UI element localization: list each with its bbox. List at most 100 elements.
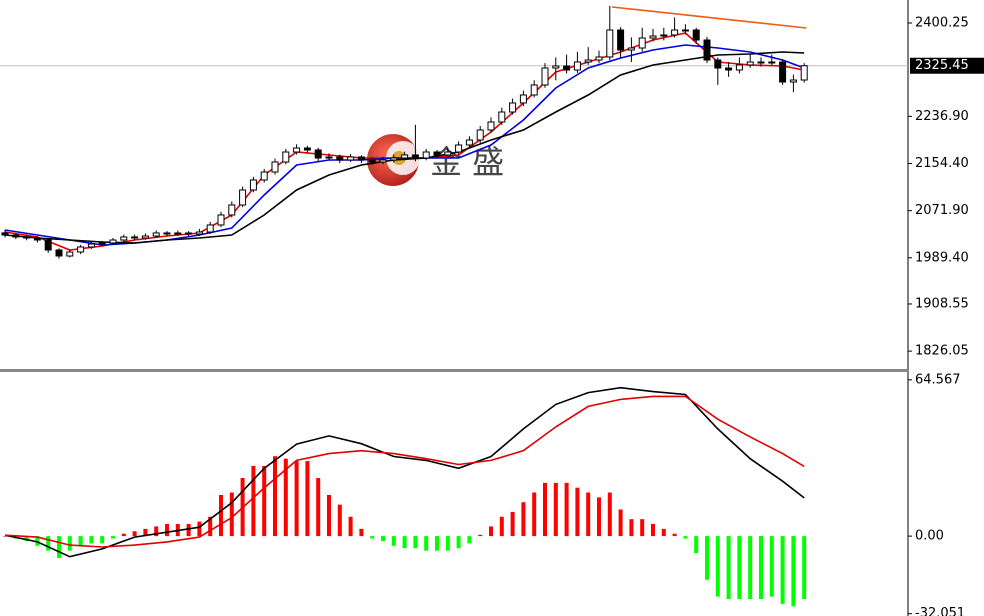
- macd-bar: [553, 482, 558, 537]
- candle-body: [282, 151, 290, 163]
- macd-bar: [478, 534, 483, 537]
- macd-bar: [715, 536, 720, 597]
- macd-bar: [35, 536, 40, 546]
- candle-body: [401, 154, 409, 159]
- macd-bar: [78, 536, 83, 546]
- candle-body: [487, 121, 495, 131]
- candle-body: [692, 29, 700, 41]
- candle-body: [336, 156, 344, 161]
- macd-bar: [748, 536, 753, 600]
- macd-bar: [165, 524, 169, 537]
- candle-body: [509, 102, 517, 113]
- y-tick-label: -32.051: [915, 606, 965, 616]
- candle-body: [757, 61, 765, 64]
- candle-body: [174, 232, 182, 235]
- macd-bar: [154, 526, 159, 537]
- candle-body: [293, 147, 301, 153]
- macd-bar: [456, 536, 461, 549]
- candle-body: [714, 59, 722, 69]
- indicator-line: [4, 386, 805, 558]
- macd-bar: [737, 536, 742, 600]
- macd-bar: [111, 536, 115, 539]
- macd-bar: [121, 533, 126, 537]
- indicator-line: [611, 6, 807, 29]
- macd-bar: [672, 533, 677, 537]
- candle-body: [206, 224, 214, 233]
- macd-bar: [499, 516, 504, 537]
- macd-bar: [607, 492, 612, 537]
- indicator-line: [4, 395, 805, 548]
- candle-body: [325, 156, 333, 159]
- candle-body: [541, 67, 549, 86]
- macd-bar: [143, 528, 148, 537]
- candle-body: [735, 64, 743, 71]
- macd-bar: [424, 536, 429, 551]
- macd-bar: [532, 492, 537, 537]
- candle-body: [141, 235, 149, 239]
- macd-bar: [273, 456, 277, 537]
- candle-body: [357, 156, 365, 161]
- candle-body: [152, 232, 160, 237]
- y-tick-label: 2400.25: [915, 16, 969, 31]
- candle-body: [660, 34, 668, 37]
- macd-bar: [597, 497, 601, 537]
- candle-body: [768, 61, 776, 64]
- macd-bar: [759, 536, 763, 600]
- y-tick-label: 0.00: [915, 529, 944, 544]
- candle-body: [98, 242, 106, 245]
- candle-body: [249, 179, 257, 191]
- macd-bar: [705, 536, 709, 580]
- candle-body: [131, 236, 139, 239]
- macd-bar: [316, 478, 321, 537]
- last-price-box: [910, 57, 984, 74]
- y-tick-label: 2154.40: [915, 156, 969, 171]
- macd-bar: [651, 524, 655, 537]
- candle-body: [44, 239, 52, 251]
- macd-bar: [327, 494, 331, 537]
- candle-body: [66, 251, 74, 257]
- candle-body: [433, 151, 441, 156]
- panel-separator: [0, 369, 908, 372]
- macd-bar: [791, 536, 796, 607]
- macd-bar: [132, 531, 137, 537]
- candle-body: [239, 189, 247, 206]
- macd-bar: [586, 492, 591, 537]
- candle-body: [789, 79, 797, 83]
- macd-bar: [359, 528, 364, 537]
- candle-body: [627, 47, 635, 51]
- candle-body: [260, 171, 268, 181]
- candle-body: [303, 147, 311, 151]
- macd-bar: [262, 465, 267, 537]
- candle-body: [390, 157, 398, 161]
- macd-bar: [89, 536, 94, 544]
- candle-body: [638, 37, 646, 49]
- candle-body: [379, 159, 387, 163]
- candle-body: [77, 246, 85, 253]
- macd-bar: [683, 536, 688, 539]
- candle-body: [87, 243, 95, 248]
- macd-bar: [510, 511, 515, 537]
- y-tick-label: 1989.40: [915, 250, 969, 265]
- macd-bar: [67, 536, 72, 551]
- y-tick-label: 1908.55: [915, 296, 969, 311]
- macd-bar: [543, 482, 547, 537]
- macd-bar: [564, 482, 569, 537]
- candle-body: [476, 129, 484, 141]
- candle-body: [55, 249, 63, 257]
- candle-body: [530, 84, 538, 96]
- macd-bar: [413, 536, 418, 549]
- candle-body: [573, 61, 581, 71]
- indicator-line: [4, 51, 805, 244]
- macd-bar: [219, 494, 223, 537]
- candle-body: [33, 237, 41, 241]
- candle-body: [606, 29, 614, 58]
- macd-bar: [445, 536, 450, 551]
- candle-body: [347, 156, 355, 161]
- candle-body: [649, 35, 657, 39]
- candle-body: [671, 29, 679, 36]
- candle-body: [120, 236, 128, 241]
- macd-bar: [294, 461, 299, 537]
- candle-body: [455, 144, 463, 153]
- candle-body: [185, 232, 193, 235]
